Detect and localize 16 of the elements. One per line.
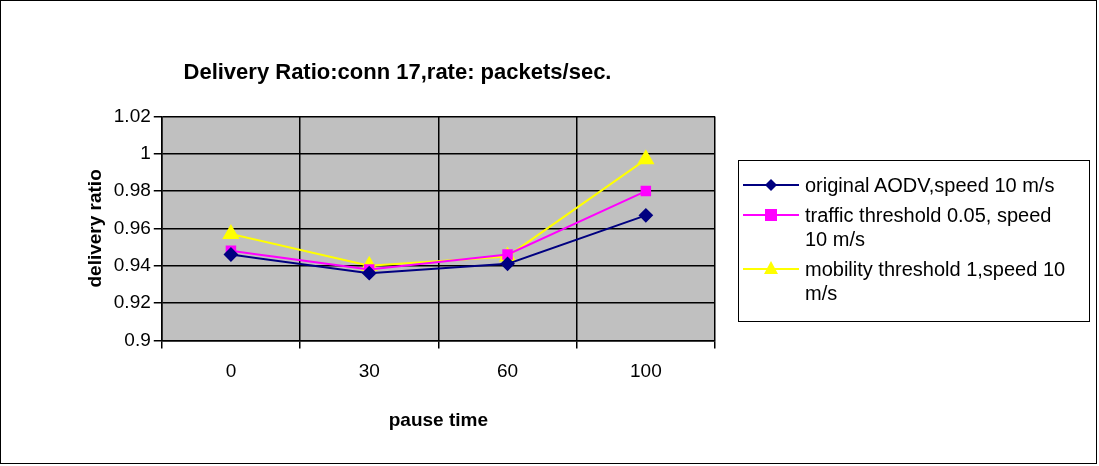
y-tick-label: 1	[140, 141, 151, 163]
y-tick-label: 0.96	[113, 216, 151, 238]
x-tick-label: 60	[496, 360, 519, 382]
y-tick-label: 0.98	[113, 179, 151, 201]
y-tick-label: 1.02	[113, 104, 151, 126]
chart-title: Delivery Ratio:conn 17,rate: packets/sec.	[183, 59, 612, 85]
y-axis-title: delivery ratio	[83, 169, 105, 288]
legend-label: original AODV,speed 10 m/s	[805, 173, 1055, 197]
x-tick-label: 0	[225, 360, 237, 382]
y-tick-label: 0.9	[124, 328, 151, 350]
x-tick-label: 100	[630, 360, 662, 382]
x-axis-title: pause time	[388, 408, 489, 430]
y-tick-label: 0.92	[113, 291, 151, 313]
legend-label: mobility threshold 1,speed 10 m/s	[805, 257, 1067, 305]
x-tick-label: 30	[358, 360, 380, 382]
y-tick-label: 0.94	[113, 253, 152, 275]
